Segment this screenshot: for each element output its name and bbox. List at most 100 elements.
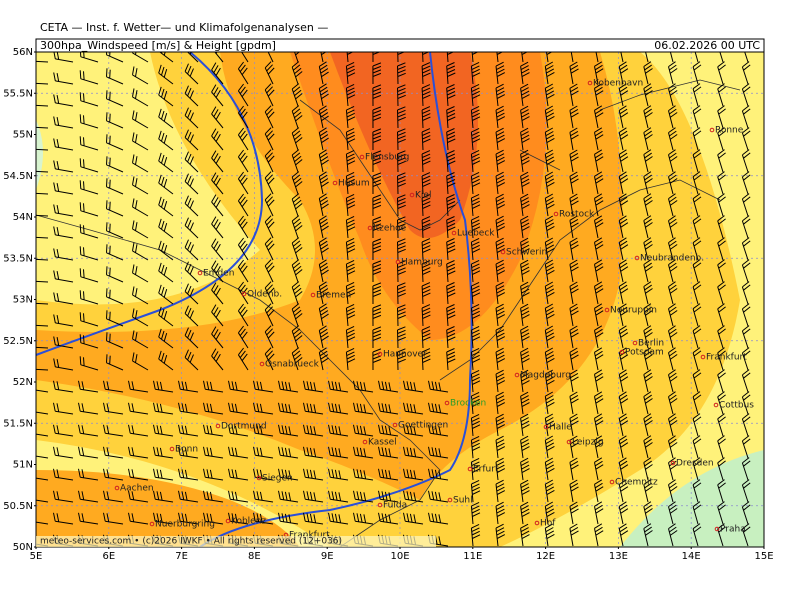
wind-barb (643, 413, 653, 437)
wind-barb (643, 479, 653, 503)
wind-barb (397, 194, 406, 217)
wind-barb (618, 105, 629, 129)
wind-barb (741, 171, 751, 195)
wind-barb (132, 154, 149, 173)
city-dot (713, 402, 719, 408)
city-dot (609, 479, 615, 485)
wind-barb (717, 83, 726, 107)
wind-barb (211, 84, 224, 107)
city-label: Dortmund (221, 422, 267, 432)
wind-barb (353, 446, 374, 459)
wind-barb (397, 282, 406, 305)
wind-barb (668, 501, 678, 525)
wind-barb (53, 160, 74, 173)
wind-barb (741, 325, 751, 349)
wind-barb (421, 348, 431, 371)
city-label: Bremen (316, 291, 351, 301)
wind-barb (53, 512, 74, 525)
wind-barb (692, 193, 702, 217)
wind-barb (36, 368, 49, 371)
city-dot (197, 270, 203, 276)
wind-barb (264, 149, 275, 173)
wind-barb (594, 281, 604, 305)
city-label: Halle (549, 423, 572, 433)
wind-barb (328, 512, 349, 525)
wind-barb (643, 391, 653, 415)
wind-barb (184, 107, 199, 129)
wind-barb (397, 84, 406, 107)
wind-barb (291, 259, 303, 283)
wind-barb (495, 325, 506, 349)
city-dot (619, 349, 625, 355)
wind-barb (79, 268, 99, 283)
wind-barb (544, 281, 555, 305)
wind-barb (211, 348, 224, 371)
lon-label: 9E (321, 551, 334, 562)
city-dot (634, 255, 640, 261)
wind-barb (668, 435, 678, 459)
lon-label: 8E (248, 551, 261, 562)
wind-barb (544, 259, 555, 283)
city-dot (587, 80, 593, 86)
city-label: Kobenhavn (593, 79, 643, 89)
wind-barb (544, 523, 555, 547)
wind-barb (78, 402, 99, 415)
wind-barb (378, 380, 399, 393)
wind-barb (318, 127, 329, 151)
wind-barb (53, 72, 74, 85)
wind-barb (318, 237, 329, 261)
wind-barb (36, 324, 49, 327)
wind-barb (446, 84, 456, 107)
wind-barb (303, 490, 324, 503)
wind-barb (421, 106, 431, 129)
wind-barb (346, 52, 354, 63)
wind-barb (618, 83, 629, 107)
wind-barb (569, 347, 579, 371)
wind-barb (470, 435, 481, 459)
cities: Kobenhavn Ronne Flensburg Husum Kiel Rostock I… (114, 79, 754, 541)
wind-barb (544, 149, 555, 173)
lat-label: 54.5N (3, 171, 33, 182)
lon-label: 15E (754, 551, 773, 562)
wind-barb (470, 457, 481, 481)
wind-barb (668, 413, 678, 437)
wind-barb (470, 127, 481, 151)
wind-barb (103, 424, 124, 437)
wind-barb (264, 105, 275, 129)
wind-barb (106, 112, 124, 129)
wind-barb (78, 380, 99, 393)
wind-barb (211, 304, 224, 327)
wind-barb (264, 325, 275, 349)
wind-barb (446, 62, 456, 85)
wind-barb (470, 523, 481, 547)
wind-barb (495, 215, 506, 239)
wind-barb (36, 455, 49, 459)
wind-barb (103, 446, 124, 459)
wind-barb (158, 108, 174, 129)
wind-barb (158, 130, 174, 151)
wind-barb (618, 149, 629, 173)
wind-barb (372, 172, 382, 195)
wind-barb (668, 149, 678, 173)
wind-barb (643, 149, 653, 173)
wind-barbs (36, 52, 751, 547)
wind-barb (594, 237, 604, 261)
wind-barb (303, 468, 324, 481)
wind-barb (544, 127, 555, 151)
wind-barb (353, 490, 374, 503)
wind-barb (618, 171, 629, 195)
wind-barb (569, 369, 579, 393)
wind-barb (594, 105, 604, 129)
wind-barb (618, 325, 629, 349)
wind-barb (569, 105, 579, 129)
wind-barb (36, 280, 49, 283)
wind-barb (692, 171, 702, 195)
wind-barb (397, 348, 406, 371)
wind-barb (106, 354, 124, 371)
wind-barb (470, 193, 481, 217)
wind-barb (421, 194, 431, 217)
wind-barb (264, 303, 275, 327)
wind-barb (495, 435, 506, 459)
wind-barb (397, 260, 406, 283)
wind-barb (668, 303, 678, 327)
